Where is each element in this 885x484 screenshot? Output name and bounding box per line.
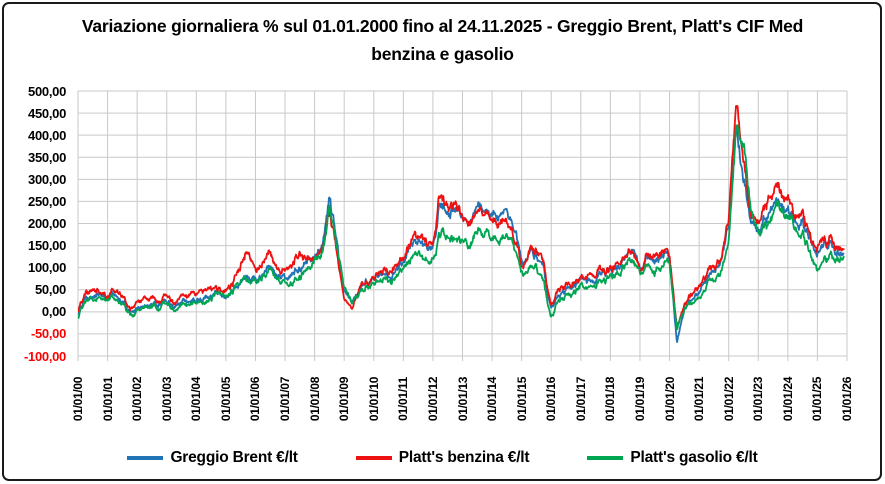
x-tick-label: 01/01/22: [721, 376, 736, 422]
brent-line-swatch-icon: [127, 456, 164, 460]
y-tick-label: 350,00: [28, 149, 66, 165]
x-tick-label: 01/01/26: [840, 376, 854, 422]
series-lines: [78, 105, 845, 343]
x-tick-label: 01/01/09: [337, 376, 352, 422]
series-line-1: [78, 105, 845, 330]
x-tick-label: 01/01/24: [780, 376, 795, 422]
x-tick-label: 01/01/13: [455, 376, 470, 422]
x-tick-label: 01/01/18: [603, 376, 618, 422]
x-tick-label: 01/01/20: [662, 376, 677, 422]
gridlines: [77, 90, 848, 361]
legend-item-gasolio: Platt's gasolio €/lt: [587, 449, 758, 467]
y-tick-label: 400,00: [28, 127, 66, 143]
x-tick-label: 01/01/25: [810, 376, 825, 422]
x-tick-label: 01/01/06: [248, 376, 263, 422]
x-tick-label: 01/01/10: [366, 376, 381, 422]
x-tick-label: 01/01/07: [278, 376, 293, 422]
x-tick-label: 01/01/17: [573, 376, 588, 422]
gasolio-line-swatch-icon: [587, 456, 624, 460]
x-tick-label: 01/01/14: [485, 376, 500, 422]
x-tick-label: 01/01/23: [751, 376, 766, 422]
y-tick-label: 0,00: [41, 304, 66, 320]
legend-item-benzina: Platt's benzina €/lt: [355, 449, 530, 467]
y-tick-label: 500,00: [28, 83, 66, 99]
x-tick-label: 01/01/11: [396, 377, 411, 421]
x-tick-label: 01/01/05: [218, 376, 233, 422]
series-line-2: [78, 124, 845, 331]
y-tick-label: 100,00: [28, 260, 66, 276]
benzina-line-swatch-icon: [355, 456, 392, 460]
y-tick-label: -50,00: [30, 326, 66, 342]
x-tick-label: 01/01/12: [425, 376, 440, 422]
y-tick-label: 250,00: [28, 193, 66, 209]
x-tick-label: 01/01/04: [189, 376, 204, 422]
y-tick-label: 450,00: [28, 105, 66, 121]
y-tick-label: 300,00: [28, 171, 66, 187]
legend-label-benzina: Platt's benzina €/lt: [398, 449, 530, 466]
x-tick-label: 01/01/00: [71, 376, 85, 422]
y-tick-label: 200,00: [28, 216, 66, 231]
x-tick-label: 01/01/01: [100, 376, 115, 422]
chart-title: Variazione giornaliera % sul 01.01.2000 …: [81, 16, 804, 64]
legend-label-brent: Greggio Brent €/lt: [170, 449, 298, 466]
y-tick-label: -100,00: [24, 348, 66, 364]
x-tick-label: 01/01/21: [692, 376, 707, 422]
x-tick-label: 01/01/08: [307, 376, 322, 422]
legend-item-brent: Greggio Brent €/lt: [127, 449, 298, 467]
legend: Greggio Brent €/lt Platt's benzina €/lt …: [0, 444, 885, 472]
x-tick-label: 01/01/19: [632, 376, 647, 422]
legend-label-gasolio: Platt's gasolio €/lt: [630, 449, 758, 466]
y-tick-label: 150,00: [28, 238, 66, 254]
y-tick-label: 50,00: [34, 282, 66, 298]
x-tick-label: 01/01/02: [130, 376, 145, 422]
x-tick-label: 01/01/15: [514, 376, 529, 422]
x-tick-label: 01/01/03: [159, 376, 174, 422]
x-tick-label: 01/01/16: [544, 376, 559, 422]
